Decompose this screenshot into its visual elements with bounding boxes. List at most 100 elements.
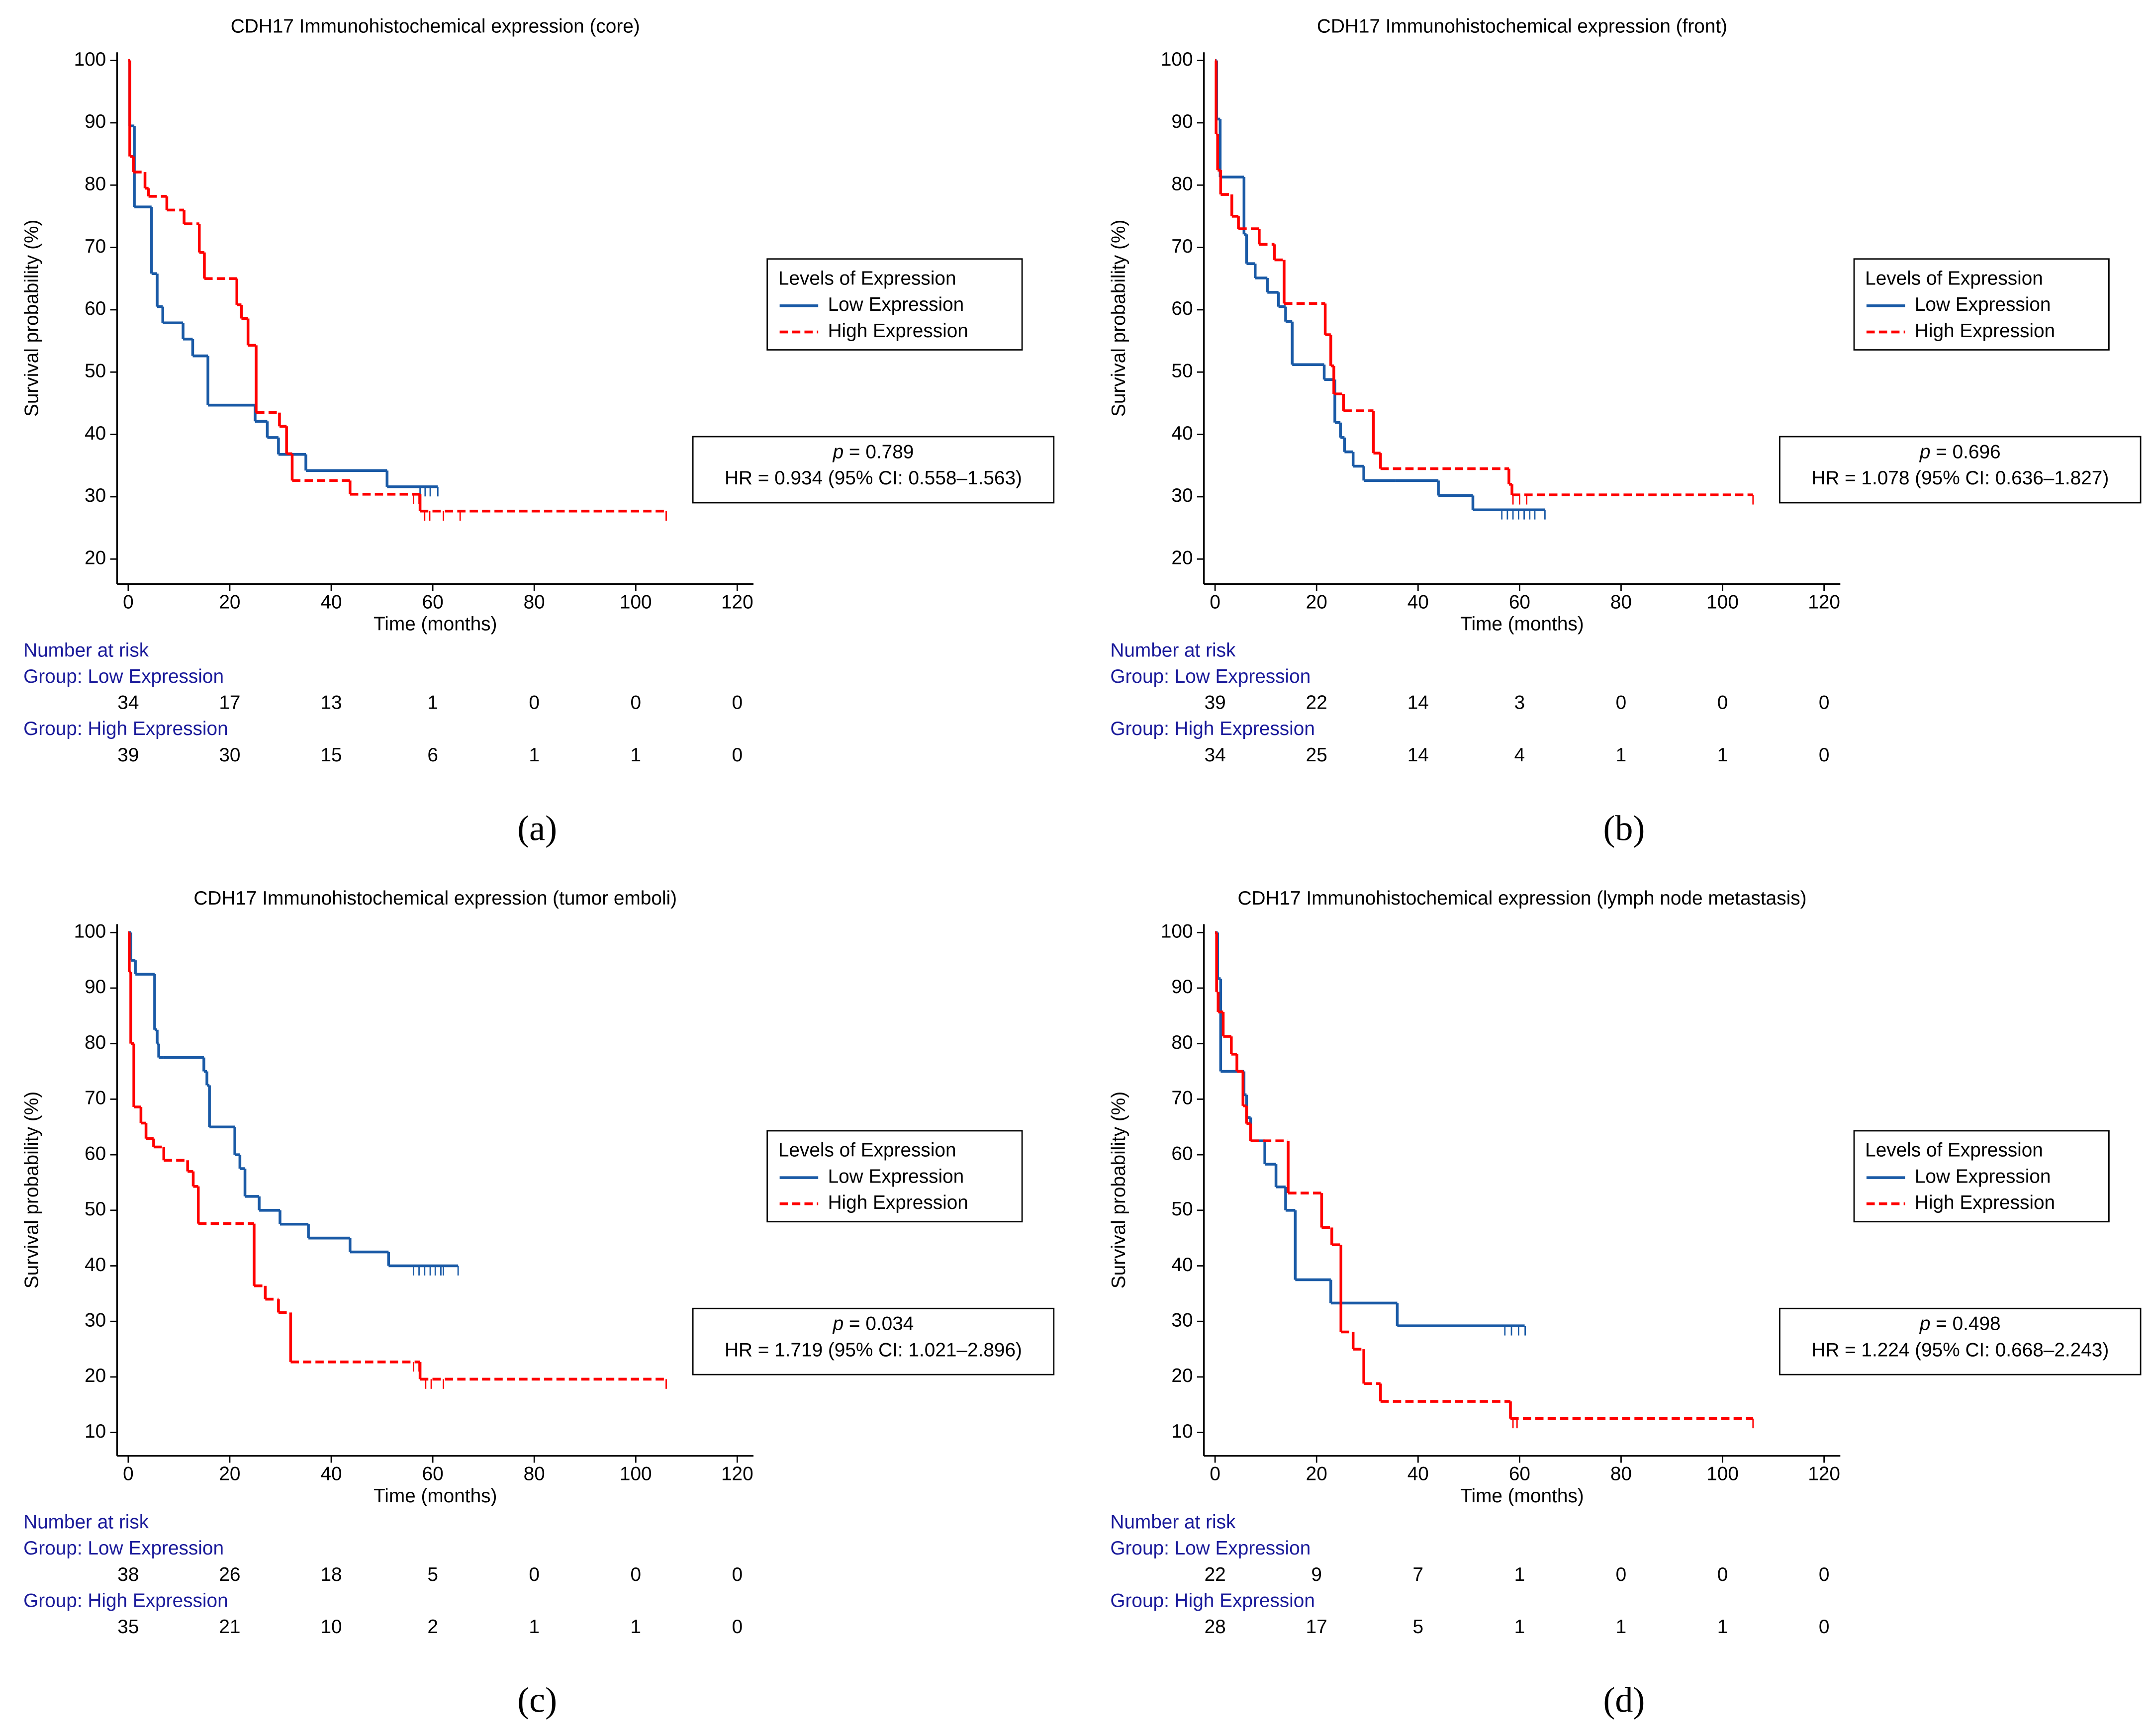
y-tick-label: 10 (85, 1421, 106, 1442)
risk-count: 17 (219, 692, 240, 714)
risk-group-label: Group: High Expression (1110, 1590, 1315, 1611)
y-tick-label: 90 (85, 976, 106, 998)
x-tick-label: 20 (1306, 591, 1327, 613)
x-tick-label: 60 (422, 1463, 444, 1485)
risk-count: 6 (427, 744, 438, 766)
p-value: p = 0.034 (833, 1313, 914, 1335)
km-panel: CDH17 Immunohistochemical expression (ly… (1108, 888, 2142, 1720)
risk-count: 18 (320, 1564, 342, 1585)
p-value: p = 0.789 (833, 442, 914, 463)
legend-label: Low Expression (828, 1166, 964, 1187)
x-tick-label: 80 (1610, 591, 1632, 613)
y-tick-label: 30 (1171, 485, 1193, 506)
risk-count: 34 (1205, 744, 1226, 766)
chart-title: CDH17 Immunohistochemical expression (ly… (1237, 888, 1806, 909)
y-tick-label: 100 (74, 49, 106, 70)
risk-group-label: Group: High Expression (23, 718, 228, 739)
y-tick-label: 60 (85, 298, 106, 319)
hazard-ratio: HR = 1.078 (95% CI: 0.636–1.827) (1811, 467, 2109, 489)
risk-count: 0 (1819, 1564, 1830, 1585)
risk-count: 34 (117, 692, 139, 714)
risk-count: 15 (320, 744, 342, 766)
legend-title: Levels of Expression (1865, 1140, 2043, 1161)
risk-count: 0 (1616, 1564, 1627, 1585)
x-tick-label: 80 (1610, 1463, 1632, 1485)
hazard-ratio: HR = 0.934 (95% CI: 0.558–1.563) (725, 467, 1022, 489)
x-tick-label: 120 (721, 1463, 753, 1485)
y-tick-label: 70 (85, 1088, 106, 1109)
risk-count: 0 (732, 1564, 743, 1585)
stats-box (692, 1307, 1055, 1375)
legend-title: Levels of Expression (1865, 268, 2043, 289)
x-tick-label: 100 (1706, 591, 1739, 613)
y-tick-label: 10 (1171, 1421, 1193, 1442)
y-tick-label: 30 (85, 485, 106, 506)
x-tick-label: 0 (1210, 591, 1220, 613)
risk-count: 0 (1819, 692, 1830, 714)
risk-count: 13 (320, 692, 342, 714)
panel-label: (c) (517, 1680, 557, 1720)
panel-label: (d) (1603, 1680, 1645, 1720)
risk-count: 14 (1407, 744, 1429, 766)
y-tick-label: 20 (1171, 547, 1193, 568)
y-tick-label: 50 (1171, 360, 1193, 381)
p-symbol: p (833, 442, 844, 463)
risk-count: 10 (320, 1616, 342, 1638)
risk-count: 39 (117, 744, 139, 766)
legend-title: Levels of Expression (778, 268, 956, 289)
y-tick-label: 20 (85, 547, 106, 568)
x-tick-label: 0 (123, 591, 134, 613)
y-tick-label: 20 (1171, 1365, 1193, 1386)
p-symbol: p (1919, 442, 1931, 463)
legend-label: Low Expression (1915, 294, 2051, 315)
x-tick-label: 100 (620, 591, 652, 613)
y-axis-label: Survival probability (%) (21, 220, 43, 417)
y-tick-label: 40 (85, 1254, 106, 1276)
risk-count: 39 (1205, 692, 1226, 714)
chart-title: CDH17 Immunohistochemical expression (co… (231, 16, 640, 37)
risk-group-label: Group: Low Expression (23, 666, 224, 687)
p-value-text: = 0.498 (1930, 1313, 2000, 1335)
legend-label: High Expression (1915, 320, 2055, 342)
risk-count: 0 (1717, 1564, 1728, 1585)
x-axis-label: Time (months) (1460, 614, 1584, 635)
x-axis-label: Time (months) (374, 614, 497, 635)
risk-count: 1 (630, 744, 641, 766)
y-axis-label: Survival probability (%) (21, 1092, 43, 1288)
panel-label: (b) (1603, 808, 1645, 848)
risk-count: 1 (1717, 1616, 1728, 1638)
y-tick-label: 80 (1171, 173, 1193, 194)
risk-count: 5 (1413, 1616, 1424, 1638)
y-tick-label: 70 (1171, 236, 1193, 257)
legend-label: Low Expression (1915, 1166, 2051, 1187)
risk-table-title: Number at risk (1110, 1512, 1236, 1533)
risk-count: 7 (1413, 1564, 1424, 1585)
x-tick-label: 120 (1808, 1463, 1840, 1485)
risk-count: 25 (1306, 744, 1327, 766)
x-tick-label: 40 (320, 1463, 342, 1485)
x-tick-label: 80 (524, 591, 545, 613)
y-tick-label: 60 (85, 1143, 106, 1164)
risk-count: 1 (1616, 744, 1627, 766)
legend-label: High Expression (828, 320, 968, 342)
y-tick-label: 40 (1171, 1254, 1193, 1276)
y-tick-label: 30 (85, 1309, 106, 1331)
risk-count: 5 (427, 1564, 438, 1585)
risk-count: 1 (529, 744, 540, 766)
risk-count: 17 (1306, 1616, 1327, 1638)
risk-table-title: Number at risk (1110, 640, 1236, 661)
y-tick-label: 100 (1161, 49, 1193, 70)
risk-count: 0 (529, 692, 540, 714)
risk-count: 9 (1311, 1564, 1322, 1585)
x-tick-label: 120 (721, 591, 753, 613)
y-tick-label: 40 (1171, 423, 1193, 444)
p-value-text: = 0.696 (1930, 442, 2000, 463)
y-tick-label: 70 (85, 236, 106, 257)
risk-count: 28 (1205, 1616, 1226, 1638)
y-tick-label: 80 (85, 173, 106, 194)
risk-count: 1 (1514, 1564, 1525, 1585)
risk-count: 1 (1616, 1616, 1627, 1638)
risk-count: 1 (529, 1616, 540, 1638)
